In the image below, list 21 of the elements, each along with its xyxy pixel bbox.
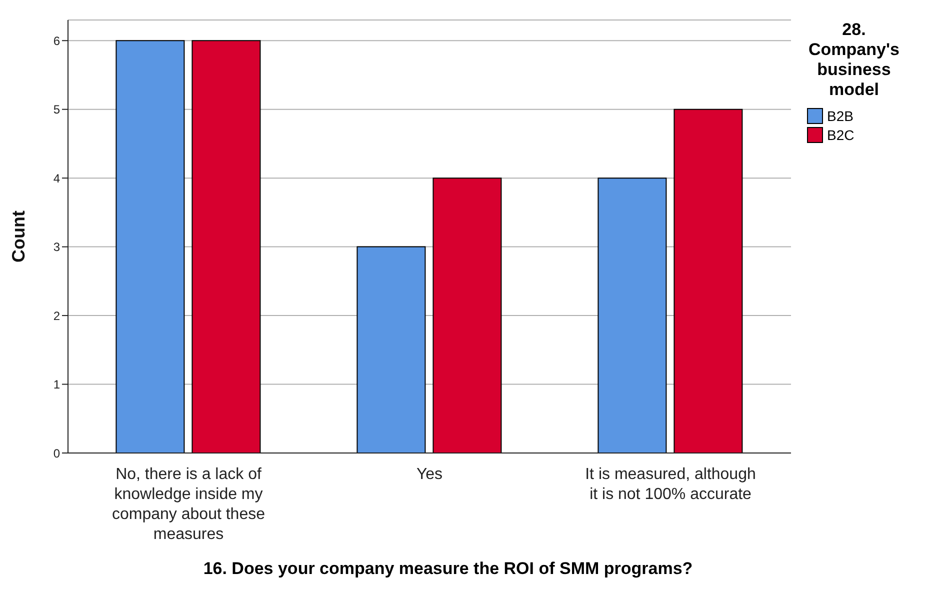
y-tick-label: 5	[53, 102, 60, 117]
y-axis-title: Count	[8, 210, 28, 262]
y-tick-label: 6	[53, 34, 60, 48]
x-tick-label: Yes	[416, 466, 443, 483]
legend-label: B2C	[827, 126, 854, 142]
bar	[192, 40, 261, 453]
y-tick-label: 1	[53, 378, 60, 392]
y-tick-label: 2	[53, 308, 60, 323]
y-tick-label: 0	[53, 446, 60, 460]
x-tick-label: It is measured, although it is not 100% accurate	[585, 466, 756, 503]
bar	[598, 178, 667, 453]
x-axis-title: 16. Does your company measure the ROI of SMM programs?	[202, 559, 694, 579]
y-tick-label: 4	[53, 171, 60, 186]
bar	[432, 178, 502, 453]
bar	[356, 246, 426, 453]
y-tick-label: 3	[53, 240, 60, 254]
legend-label: B2B	[827, 108, 854, 124]
x-tick-label: No, there is a lack of knowledge inside my company about these measures	[112, 466, 266, 543]
bar	[116, 40, 185, 453]
legend-title: 28. Company's business model	[808, 20, 900, 100]
bar	[674, 108, 743, 453]
